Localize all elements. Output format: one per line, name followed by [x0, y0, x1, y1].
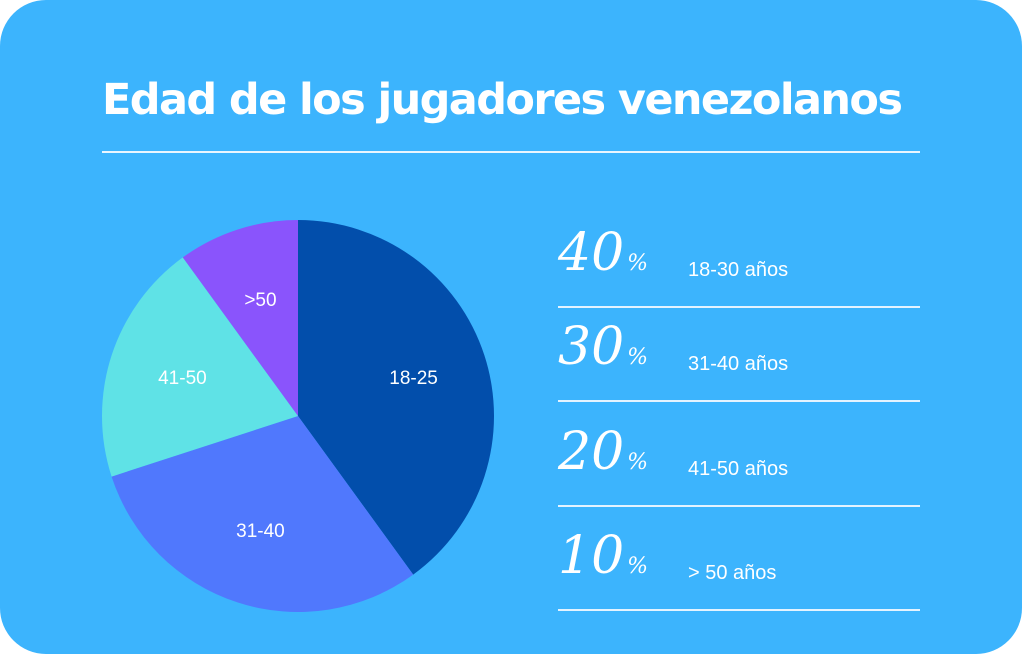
pie-slice-label: 41-50 — [158, 368, 207, 389]
legend-divider — [558, 609, 920, 611]
legend-percentage: 40% — [558, 223, 649, 283]
legend-percentage: 30% — [558, 317, 649, 377]
pie-slice — [111, 416, 414, 612]
legend-label: > 50 años — [688, 562, 777, 584]
legend-divider — [558, 505, 920, 507]
legend-divider — [558, 400, 920, 402]
pie-slice-label: 18-25 — [389, 368, 438, 389]
pie-slice-label: >50 — [244, 290, 276, 311]
legend-item: 10% > 50 años — [558, 511, 920, 611]
legend-item: 20% 41-50 años — [558, 407, 920, 507]
legend-divider — [558, 306, 920, 308]
pie-slice — [298, 220, 494, 575]
pie-slice — [182, 220, 298, 416]
chart-title: Edad de los jugadores venezolanos — [102, 75, 903, 125]
legend-label: 41-50 años — [688, 458, 789, 480]
legend-item: 30% 31-40 años — [558, 302, 920, 402]
pie-slice-label: 31-40 — [236, 521, 285, 542]
legend-percentage: 20% — [558, 422, 649, 482]
legend-label: 18-30 años — [688, 259, 789, 281]
legend-percentage: 10% — [558, 526, 649, 586]
legend-item: 40% 18-30 años — [558, 208, 920, 308]
pie-chart: 18-25 31-40 41-50 >50 — [101, 220, 494, 612]
legend-label: 31-40 años — [688, 353, 789, 375]
pie-slice — [101, 257, 298, 477]
title-divider — [102, 151, 920, 153]
